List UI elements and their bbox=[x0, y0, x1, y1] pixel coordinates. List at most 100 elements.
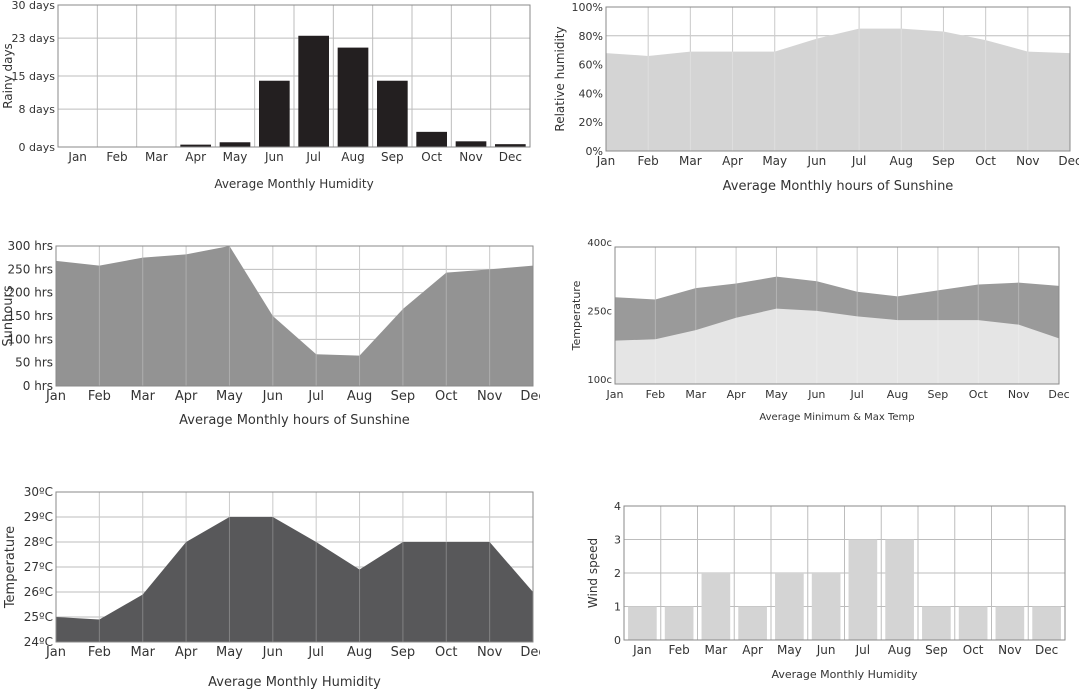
x-tick-label: Sep bbox=[928, 388, 949, 401]
x-tick-label: Apr bbox=[175, 389, 198, 404]
x-tick-label: Oct bbox=[969, 388, 989, 401]
bar-sep bbox=[376, 80, 408, 147]
x-tick-label: Nov bbox=[1008, 388, 1030, 401]
bar-nov bbox=[455, 141, 487, 147]
x-tick-label: Jan bbox=[45, 389, 66, 404]
y-tick-label: 25ºC bbox=[24, 610, 53, 624]
x-tick-label: Aug bbox=[347, 389, 372, 404]
x-tick-label: Oct bbox=[435, 389, 457, 404]
y-tick-label: 29ºC bbox=[24, 510, 53, 524]
chart-caption: Average Monthly hours of Sunshine bbox=[723, 179, 954, 194]
y-tick-label: 0 hrs bbox=[23, 379, 53, 393]
x-tick-label: Jun bbox=[807, 154, 827, 168]
y-tick-label: 50 hrs bbox=[15, 356, 53, 370]
x-tick-label: Nov bbox=[998, 643, 1021, 657]
bar-jun bbox=[811, 573, 841, 640]
temperature-chart-svg: 24ºC 25ºC 26ºC 27ºC 28ºC 29ºC 30ºC Jan Feb Mar Apr… bbox=[3, 485, 546, 690]
relative-humidity-chart-svg: 0% 20% 40% 60% 80% 100% Jan Feb Mar Apr May Jun Jul A… bbox=[553, 1, 1079, 194]
plot-frame bbox=[614, 246, 1060, 385]
chart-caption: Average Minimum & Max Temp bbox=[759, 412, 914, 423]
y-tick-label: 28ºC bbox=[24, 535, 53, 549]
x-tick-label: Feb bbox=[646, 388, 665, 401]
x-tick-label: Nov bbox=[477, 645, 503, 660]
bar-aug bbox=[337, 47, 369, 147]
x-tick-label: Jul bbox=[305, 150, 320, 164]
x-tick-label: May bbox=[216, 645, 243, 660]
bar-oct bbox=[958, 606, 988, 640]
x-tick-label: Aug bbox=[887, 388, 908, 401]
x-tick-label: May bbox=[223, 150, 248, 164]
y-tick-label: 23 days bbox=[12, 32, 56, 45]
x-tick-label: Dec bbox=[1048, 388, 1069, 401]
y-tick-label: 2 bbox=[614, 567, 621, 580]
bar-feb bbox=[664, 606, 694, 640]
chart-caption: Average Monthly Humidity bbox=[208, 675, 381, 689]
x-tick-label: Jun bbox=[807, 388, 825, 401]
chart-caption: Average Monthly hours of Sunshine bbox=[179, 413, 410, 428]
bar-aug bbox=[885, 539, 914, 640]
x-tick-label: Jan bbox=[632, 643, 652, 657]
x-tick-label: Sep bbox=[391, 645, 416, 660]
x-tick-label: Jan bbox=[67, 150, 87, 164]
x-tick-label: Dec bbox=[1058, 154, 1079, 168]
y-tick-label: 100 hrs bbox=[7, 332, 53, 346]
y-tick-label: 1 bbox=[614, 601, 621, 614]
bar-oct bbox=[416, 131, 448, 147]
x-tick-label: Mar bbox=[705, 643, 728, 657]
x-tick-label: Apr bbox=[722, 154, 743, 168]
chart-sunhours: 0 hrs 50 hrs 100 hrs 150 hrs 200 hrs 250 hrs 3… bbox=[0, 230, 546, 435]
area-series-1 bbox=[606, 28, 1070, 152]
y-tick-label: 400c bbox=[587, 238, 612, 249]
x-tick-label: Dec bbox=[520, 389, 540, 404]
x-tick-label: Aug bbox=[341, 150, 364, 164]
x-tick-label: Apr bbox=[185, 150, 206, 164]
y-axis-label: Wind speed bbox=[586, 538, 600, 608]
y-tick-label: 27ºC bbox=[24, 560, 53, 574]
y-tick-label: 20% bbox=[579, 116, 603, 129]
x-tick-label: Apr bbox=[742, 643, 763, 657]
x-tick-label: Aug bbox=[347, 645, 372, 660]
x-tick-label: Nov bbox=[477, 389, 503, 404]
x-tick-label: Jul bbox=[307, 645, 324, 660]
x-tick-label: Mar bbox=[145, 150, 168, 164]
y-tick-label: 26ºC bbox=[24, 585, 53, 599]
bar-nov bbox=[995, 606, 1025, 640]
x-tick-label: Nov bbox=[459, 150, 482, 164]
x-tick-label: Feb bbox=[638, 154, 659, 168]
chart-temperature: 24ºC 25ºC 26ºC 27ºC 28ºC 29ºC 30ºC Jan Feb Mar Apr… bbox=[0, 480, 546, 690]
y-tick-label: 80% bbox=[579, 30, 603, 43]
y-tick-label: 0% bbox=[586, 145, 603, 158]
y-tick-label: 200 hrs bbox=[7, 286, 53, 300]
x-tick-label: Dec bbox=[499, 150, 522, 164]
bar-sep bbox=[922, 606, 951, 640]
y-tick-label: 250 hrs bbox=[7, 262, 53, 276]
x-tick-label: Jul bbox=[851, 154, 866, 168]
y-axis-label: Temperature bbox=[3, 526, 18, 609]
bar-apr bbox=[180, 144, 212, 147]
x-tick-label: Jan bbox=[606, 388, 624, 401]
x-tick-label: Sep bbox=[391, 389, 416, 404]
x-tick-label: Apr bbox=[175, 645, 198, 660]
min-max-temp-chart-svg: 100c 250c 400c Jan Feb Mar Apr May Jun Jul Aug Sep O… bbox=[570, 238, 1070, 423]
y-tick-label: 250c bbox=[587, 307, 612, 318]
y-tick-label: 60% bbox=[579, 59, 603, 72]
bar-may bbox=[219, 142, 251, 147]
x-tick-label: Mar bbox=[685, 388, 706, 401]
x-tick-label: Apr bbox=[727, 388, 747, 401]
x-tick-label: Oct bbox=[975, 154, 996, 168]
chart-min-max-temp: 100c 250c 400c Jan Feb Mar Apr May Jun Jul Aug Sep O… bbox=[540, 230, 1079, 435]
y-tick-label: 0 bbox=[614, 634, 621, 647]
plot-frame bbox=[57, 4, 531, 148]
x-tick-label: Feb bbox=[106, 150, 127, 164]
x-tick-label: Jul bbox=[850, 388, 864, 401]
x-tick-label: May bbox=[765, 388, 788, 401]
x-tick-label: Jan bbox=[45, 645, 66, 660]
x-tick-label: May bbox=[777, 643, 802, 657]
x-tick-label: Oct bbox=[435, 645, 457, 660]
plot-frame bbox=[623, 505, 1066, 641]
x-tick-label: Jul bbox=[307, 389, 324, 404]
x-tick-label: Jul bbox=[855, 643, 870, 657]
plot-frame bbox=[605, 6, 1071, 152]
bar-dec bbox=[494, 144, 526, 147]
area-series-2 bbox=[615, 308, 1059, 384]
